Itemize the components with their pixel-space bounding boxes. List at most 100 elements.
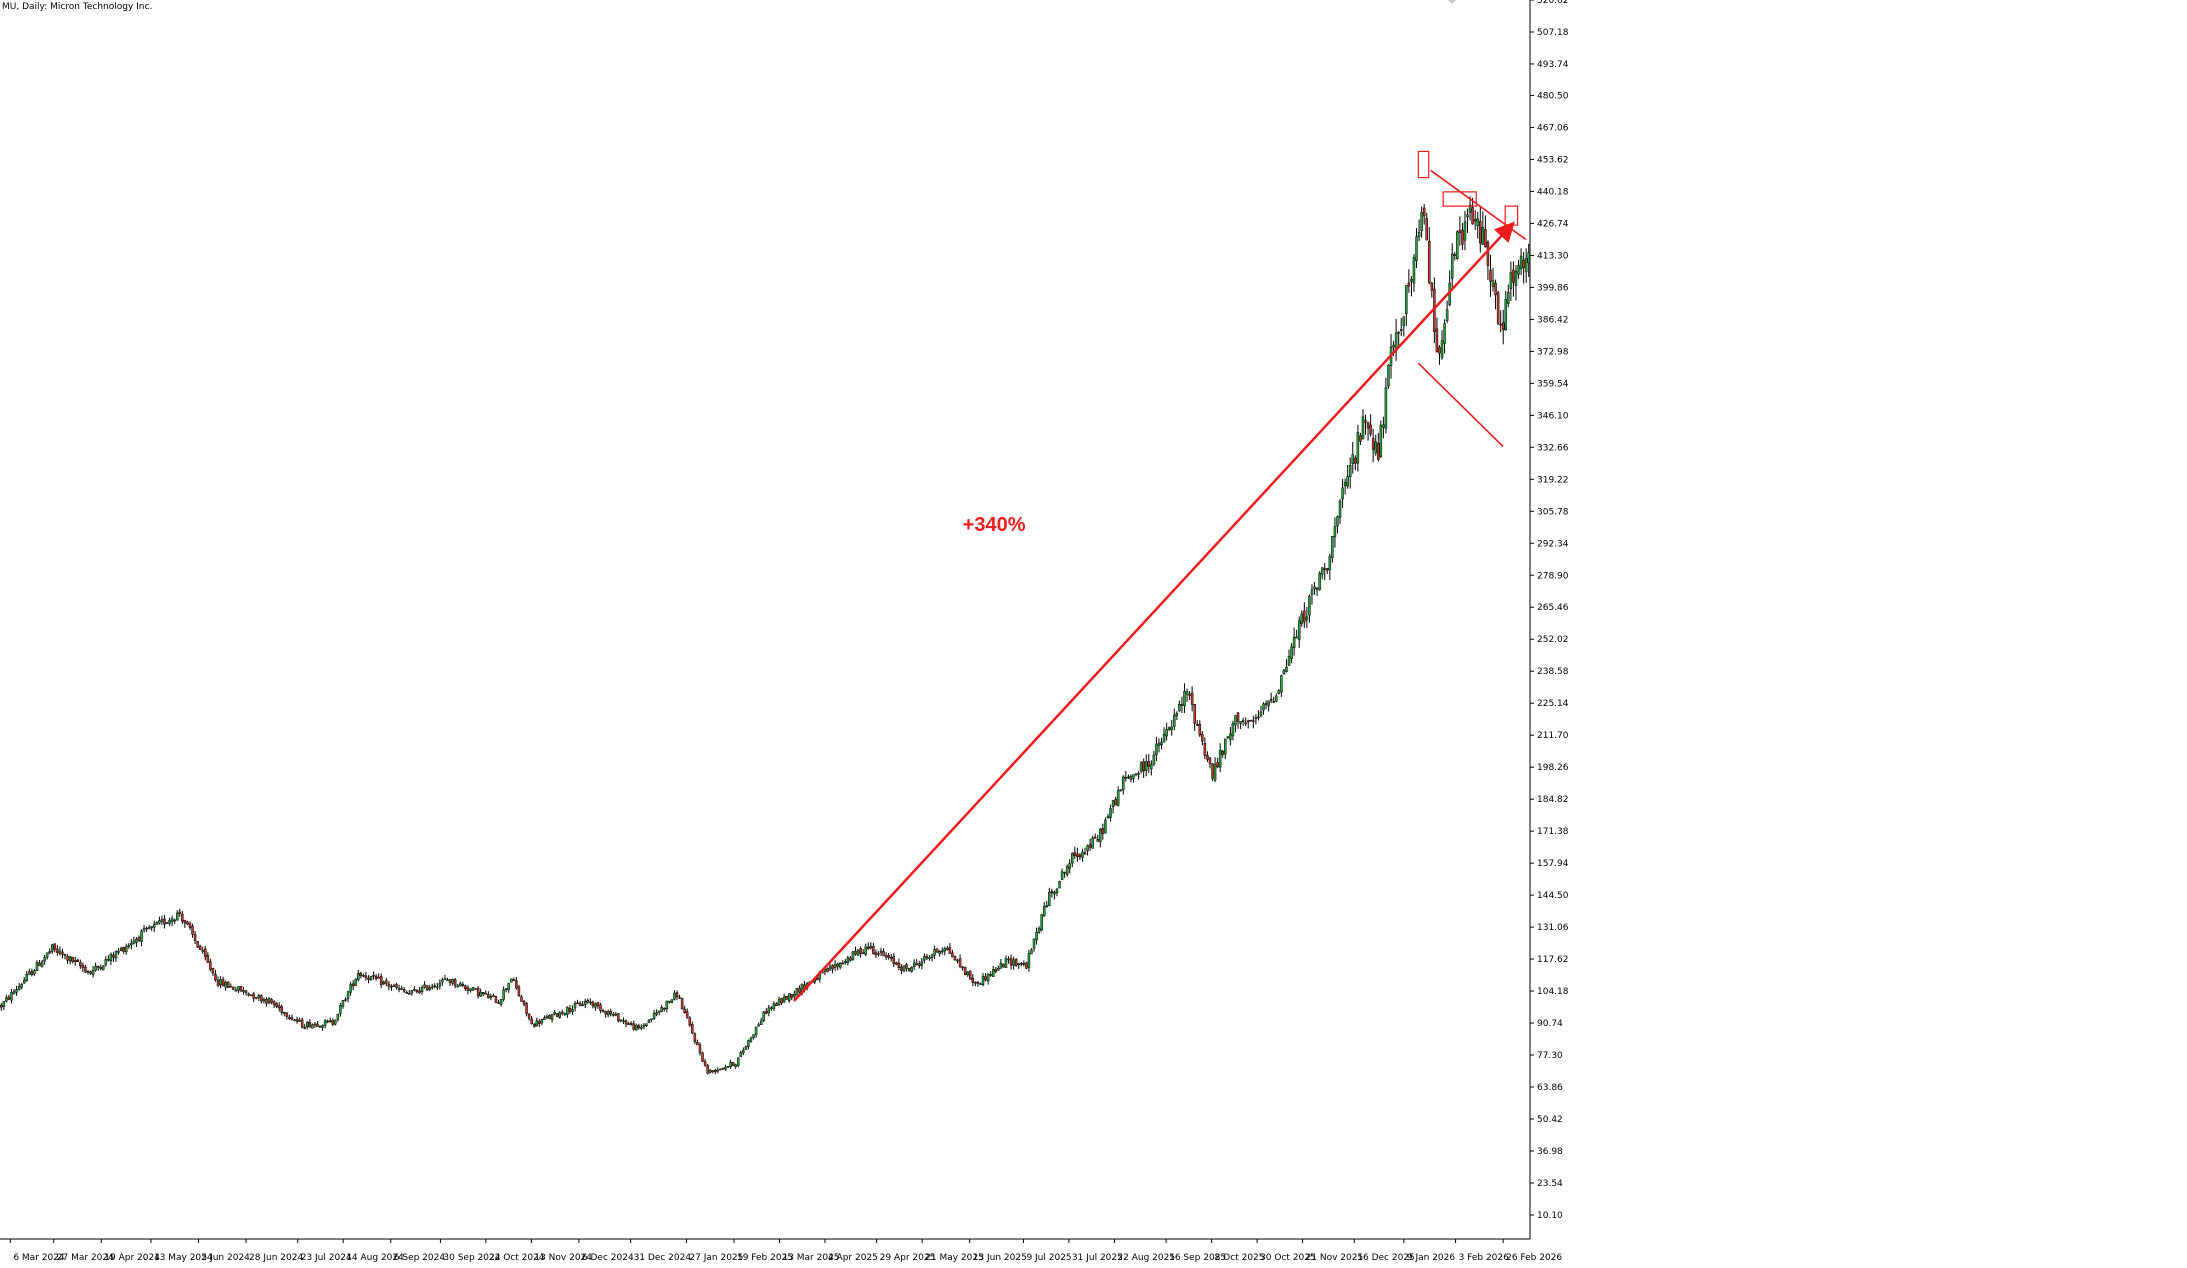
gain-arrow[interactable] — [793, 221, 1515, 1002]
candle-body-down — [7, 996, 11, 1000]
candle — [175, 910, 179, 921]
candle-body-up — [1262, 703, 1265, 711]
candle-body-down — [586, 1000, 590, 1003]
drawing-objects[interactable]: +340% — [793, 150, 1527, 1002]
candle-body-up — [1313, 586, 1316, 590]
candle — [425, 985, 429, 991]
candle-body-down — [494, 995, 498, 1003]
candle-body-up — [1387, 364, 1390, 387]
candle — [532, 1022, 536, 1028]
candle-body-down — [826, 968, 829, 972]
candle-body-up — [1292, 636, 1296, 648]
candle-body-up — [1157, 743, 1161, 746]
price-tick-label: 467.06 — [1537, 123, 1569, 133]
candle — [739, 1050, 743, 1058]
candle — [1361, 409, 1365, 440]
resistance-trendline[interactable] — [1430, 169, 1527, 241]
candle-body-up — [742, 1050, 745, 1054]
candle — [1022, 960, 1026, 967]
candle-body-up — [1134, 773, 1138, 775]
candle — [300, 1017, 304, 1029]
candle-body-up — [795, 988, 799, 996]
candle-body-down — [1198, 723, 1202, 736]
candle — [415, 989, 419, 994]
candle-body-up — [2, 1001, 6, 1007]
candle — [1127, 774, 1130, 779]
candle — [1315, 586, 1319, 597]
candle — [915, 959, 918, 966]
candle-body-up — [665, 1000, 669, 1010]
candle-body-down — [285, 1012, 289, 1017]
candle — [907, 968, 911, 972]
candle — [1318, 571, 1321, 591]
candle-body-down — [816, 978, 819, 981]
candle — [675, 990, 679, 1001]
candle — [114, 950, 118, 962]
highlight-box[interactable] — [1417, 150, 1430, 179]
candle-body-up — [1055, 888, 1059, 894]
highlight-box[interactable] — [1504, 205, 1519, 226]
candle — [731, 1061, 735, 1067]
candle — [66, 954, 69, 964]
candle-body-down — [935, 948, 939, 953]
candle-body-up — [1160, 741, 1163, 745]
candle-body-down — [854, 951, 857, 955]
candle — [1088, 838, 1092, 851]
candle-body-down — [377, 977, 380, 979]
candle — [1167, 726, 1171, 732]
candle-body-up — [1440, 340, 1444, 358]
candle — [701, 1051, 704, 1063]
candle-body-down — [663, 1008, 666, 1010]
candle-body-up — [1374, 441, 1377, 454]
candle — [1453, 251, 1457, 261]
candle-body-up — [869, 946, 873, 949]
candle-body-up — [884, 955, 888, 958]
candle — [1032, 938, 1036, 952]
support-trendline[interactable] — [1417, 362, 1504, 448]
candle — [170, 915, 174, 927]
candle-body-up — [1032, 938, 1036, 949]
highlight-box[interactable] — [1442, 191, 1477, 207]
candle-body-down — [948, 947, 952, 954]
candle-body-down — [1354, 457, 1357, 464]
candle-body-up — [1173, 715, 1176, 727]
candle-body-up — [1399, 329, 1403, 332]
candle-body-down — [1501, 322, 1505, 331]
candle-body-down — [1428, 240, 1431, 283]
candle — [874, 949, 878, 958]
candle — [1173, 708, 1176, 731]
candle-body-up — [1150, 764, 1153, 770]
candle-body-up — [1356, 432, 1360, 464]
candle — [489, 993, 493, 1001]
candle-body-down — [1272, 701, 1275, 703]
candle-body-down — [1221, 751, 1224, 755]
candle-body-up — [1091, 837, 1094, 849]
candle — [836, 962, 839, 971]
candle-body-down — [0, 1005, 3, 1008]
price-tick-label: 117.62 — [1537, 955, 1569, 965]
candle-body-down — [859, 948, 862, 954]
candle-body-down — [963, 967, 967, 975]
price-tick-label: 90.74 — [1537, 1019, 1563, 1029]
candle-body-up — [772, 1003, 776, 1009]
price-axis[interactable]: 520.62 507.18 493.74 480.50 467.06 453.62 440.… — [1530, 0, 1569, 1221]
candle-body-up — [726, 1065, 730, 1068]
candle-body-up — [1308, 595, 1311, 616]
candle — [902, 965, 906, 973]
candle-body-down — [775, 1003, 778, 1007]
candle-body-up — [923, 956, 926, 961]
candle-body-up — [566, 1006, 569, 1015]
candle-body-down — [81, 965, 85, 969]
time-tick-label: 13 Jun 2025 — [973, 1253, 1027, 1263]
candle-body-up — [321, 1025, 324, 1028]
scroll-shift-icon[interactable] — [1448, 0, 1456, 4]
candle-body-down — [1078, 854, 1082, 858]
candle — [1076, 847, 1079, 862]
candle — [752, 1034, 755, 1040]
price-tick-label: 63.86 — [1537, 1083, 1563, 1093]
candle — [1198, 720, 1202, 737]
candle — [487, 991, 490, 999]
candle-body-up — [130, 943, 133, 946]
